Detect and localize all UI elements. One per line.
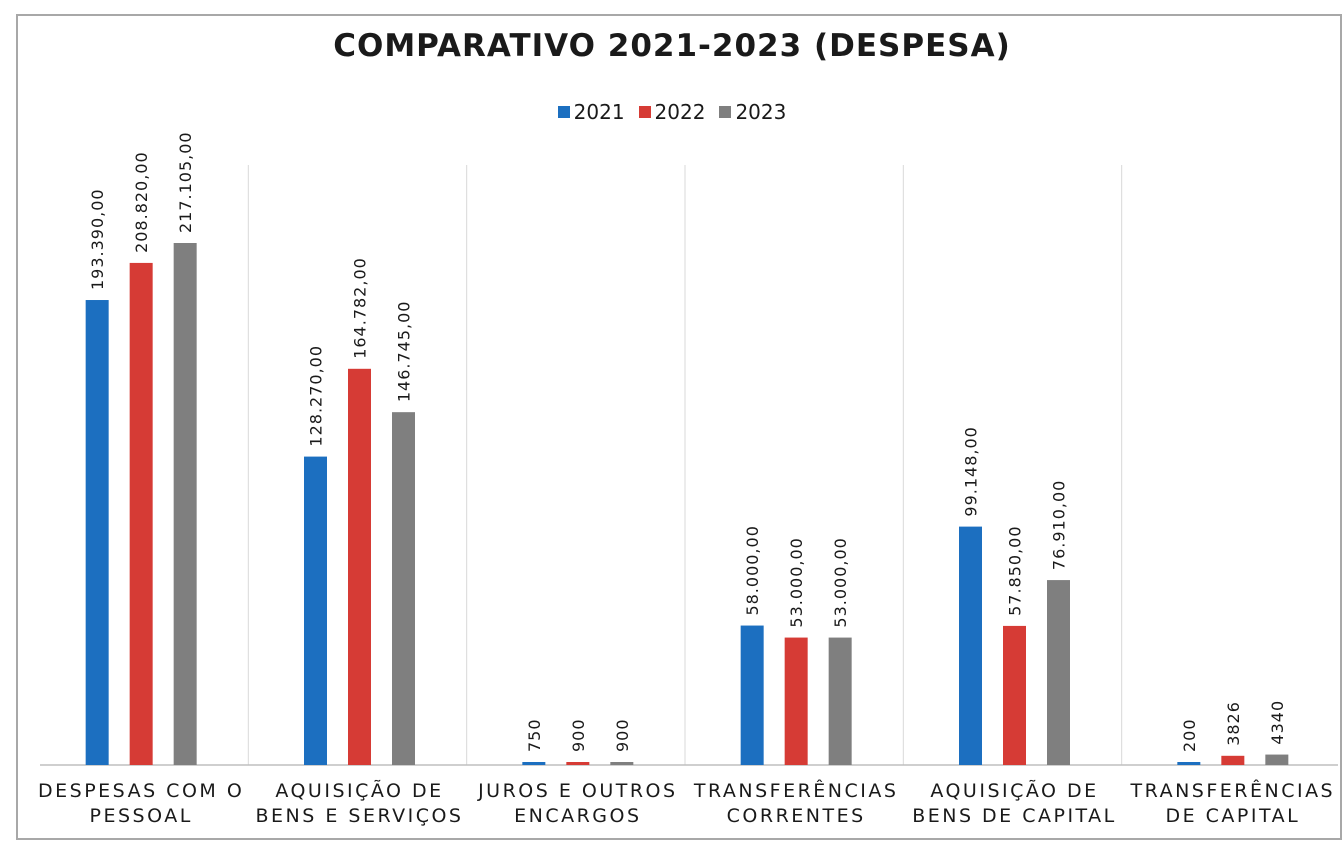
legend-label-2021: 2021	[573, 100, 625, 124]
legend-swatch-2023	[719, 106, 732, 118]
bar-2022-0	[129, 262, 153, 765]
chart-frame	[16, 14, 1342, 840]
data-label-2023-2: 900	[613, 718, 632, 752]
bar-2021-1	[304, 456, 327, 765]
legend-swatch-2021	[557, 106, 570, 118]
category-label-1-line-0: AQUISIÇÃO DE	[275, 779, 443, 802]
data-label-2023-5: 4340	[1268, 700, 1287, 745]
category-label-0-line-0: DESPESAS COM O	[38, 780, 244, 802]
legend-label-2023: 2023	[735, 100, 787, 124]
data-label-2021-1: 128.270,00	[307, 345, 326, 447]
bar-2021-0	[85, 300, 109, 765]
data-label-2023-0: 217.105,00	[176, 131, 195, 233]
bar-2022-3	[784, 637, 808, 765]
category-label-0-line-1: PESSOAL	[90, 805, 193, 827]
chart-title: COMPARATIVO 2021-2023 (DESPESA)	[333, 28, 1011, 64]
bar-2021-5	[1177, 762, 1201, 765]
category-label-1-line-1: BENS E SERVIÇOS	[255, 805, 463, 827]
data-label-2022-0: 208.820,00	[132, 151, 151, 253]
bar-2022-5	[1221, 755, 1245, 765]
bar-2023-1	[392, 412, 415, 765]
category-label-2-line-1: ENCARGOS	[514, 805, 641, 827]
legend-swatch-2022	[638, 106, 651, 118]
category-label-5-line-1: DE CAPITAL	[1165, 805, 1300, 827]
data-label-2023-4: 76.910,00	[1050, 480, 1069, 570]
data-label-2022-2: 900	[569, 718, 588, 752]
category-label-4-line-0: AQUISIÇÃO DE	[930, 779, 1098, 802]
bar-2023-5	[1265, 754, 1289, 765]
data-label-2022-3: 53.000,00	[787, 537, 806, 627]
category-label-3-line-1: CORRENTES	[727, 805, 866, 827]
legend-item-2023: 2023	[719, 100, 786, 124]
legend-label-2022: 2022	[654, 100, 706, 124]
bar-2021-4	[959, 526, 982, 765]
bar-2022-2	[566, 762, 590, 765]
category-label-3-line-0: TRANSFERÊNCIAS	[693, 779, 899, 802]
bar-2023-3	[828, 637, 852, 765]
category-label-2-line-0: JUROS E OUTROS	[477, 780, 678, 802]
data-label-2023-1: 146.745,00	[395, 301, 414, 403]
bar-2021-3	[740, 625, 764, 765]
bar-2023-4	[1047, 580, 1070, 765]
legend-item-2022: 2022	[638, 100, 706, 124]
data-label-2021-0: 193.390,00	[88, 188, 107, 290]
legend-item-2021: 2021	[557, 100, 625, 124]
data-label-2022-4: 57.850,00	[1006, 525, 1025, 615]
chart-legend: 2021 2022 2023	[0, 100, 1344, 124]
bar-2022-4	[1003, 625, 1026, 765]
data-label-2022-1: 164.782,00	[351, 257, 370, 359]
data-label-2023-3: 53.000,00	[831, 537, 850, 627]
bar-2023-2	[610, 762, 634, 765]
data-label-2021-3: 58.000,00	[743, 525, 762, 615]
data-label-2022-5: 3826	[1224, 701, 1243, 746]
bar-2022-1	[348, 368, 371, 765]
data-label-2021-4: 99.148,00	[962, 426, 981, 516]
bar-2021-2	[522, 762, 546, 765]
category-label-4-line-1: BENS DE CAPITAL	[912, 805, 1117, 827]
bar-2023-0	[173, 243, 197, 765]
category-label-5-line-0: TRANSFERÊNCIAS	[1130, 779, 1336, 802]
data-label-2021-2: 750	[525, 718, 544, 752]
data-label-2021-5: 200	[1180, 718, 1199, 752]
